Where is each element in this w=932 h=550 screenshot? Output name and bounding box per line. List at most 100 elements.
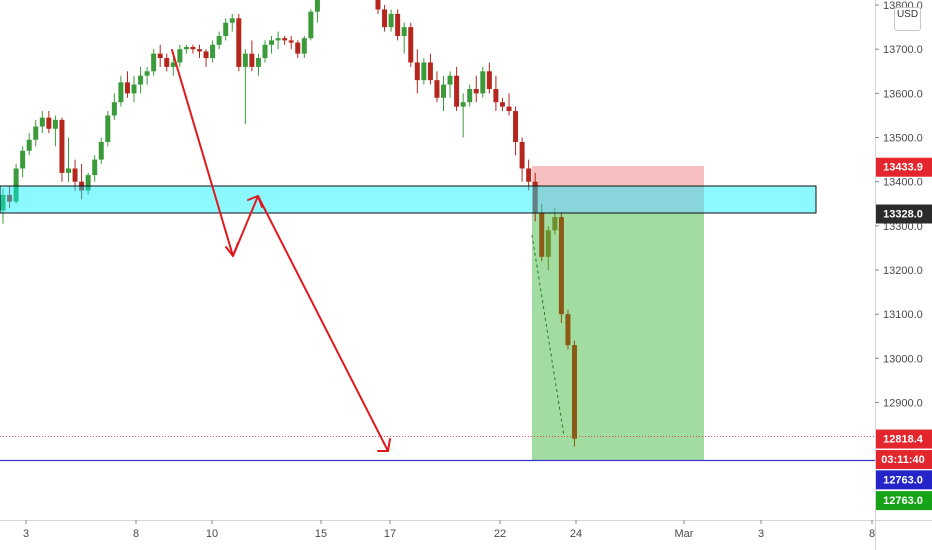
candle [20, 146, 26, 178]
candle [301, 35, 307, 59]
candle [467, 84, 473, 107]
candle-body [558, 217, 564, 315]
price-tag-label: 12818.4 [883, 434, 924, 446]
candle-body [124, 82, 130, 94]
candle [519, 137, 525, 182]
candle-body [454, 75, 460, 107]
candle-body [197, 49, 202, 52]
x-tick-label: Mar [675, 528, 694, 540]
candle-body [408, 27, 414, 63]
candle [414, 49, 420, 94]
candle-body [242, 53, 248, 67]
candle [138, 66, 144, 94]
candle [434, 71, 440, 103]
candle [7, 186, 13, 209]
position-tool[interactable] [532, 166, 704, 460]
candle-body [229, 18, 235, 23]
candle-body [0, 194, 6, 211]
price-tag-label: 13433.9 [883, 162, 923, 174]
price-tag-bg [876, 491, 932, 511]
candle [454, 66, 460, 112]
stop-loss-zone[interactable] [532, 166, 704, 213]
candle-body [7, 194, 13, 202]
arrowhead-3 [377, 438, 391, 452]
price-tag: 12763.0 [876, 470, 932, 490]
candle [52, 115, 58, 147]
y-tick-label: 13000.0 [883, 353, 923, 365]
candle [382, 5, 388, 32]
candle-body [111, 102, 117, 116]
candle-body [526, 168, 532, 182]
candle [269, 35, 275, 54]
candle [242, 49, 248, 125]
candle-body [552, 217, 558, 231]
candle-body [151, 53, 157, 72]
candle [190, 44, 196, 54]
candle [255, 53, 261, 76]
candle-body [26, 139, 32, 151]
currency-label[interactable]: USD [894, 7, 921, 31]
candle [314, 0, 320, 23]
candle-body [98, 141, 104, 160]
candle-body [177, 49, 183, 63]
candle-body [223, 22, 229, 36]
candle-body [13, 168, 19, 202]
candle [447, 71, 453, 98]
candle [288, 35, 294, 50]
candle-body [105, 115, 111, 142]
price-tag-bg [876, 204, 932, 224]
candle [118, 75, 124, 107]
price-tag: 12818.4 [876, 429, 932, 449]
candle-body [572, 345, 577, 439]
candle [275, 31, 281, 50]
candle [164, 53, 170, 72]
candle [177, 44, 183, 67]
y-tick-label: 13200.0 [883, 265, 923, 277]
candle-body [519, 141, 525, 169]
candle-body [427, 62, 433, 81]
candle-body [52, 119, 58, 129]
candle [59, 117, 65, 182]
candle-body [441, 84, 446, 98]
y-tick-label: 13300.0 [883, 221, 923, 233]
price-tag: 03:11:40 [876, 450, 932, 470]
price-tag-bg [876, 450, 932, 470]
candle-body [282, 38, 288, 41]
candle [526, 159, 532, 191]
candle-body [138, 75, 144, 85]
candle-body [486, 71, 492, 89]
candle-body [236, 18, 242, 67]
candle [375, 0, 381, 14]
candle [486, 62, 492, 94]
candle-body [20, 150, 26, 169]
price-tags: 13433.9 13328.0 12818.4 03:11:40 12763.0 1276… [876, 157, 932, 511]
candle-body [164, 58, 170, 67]
x-tick-label: 8 [133, 528, 139, 540]
candle [401, 22, 407, 54]
x-tick-label: 15 [315, 528, 327, 540]
candle-body [395, 13, 401, 36]
x-tick-label: 3 [23, 528, 29, 540]
x-tick-label: 3 [758, 528, 764, 540]
y-tick-label: 13500.0 [883, 133, 923, 145]
candle [26, 133, 32, 156]
candle [131, 75, 137, 103]
candle [506, 93, 512, 116]
candle-body [85, 175, 91, 191]
candle [460, 93, 466, 138]
candle [388, 9, 394, 32]
candle [144, 66, 150, 85]
support-zone-box[interactable] [0, 185, 817, 214]
y-tick-label: 13600.0 [883, 88, 923, 100]
take-profit-zone[interactable] [532, 213, 704, 460]
arrowhead-2 [247, 195, 263, 208]
candle-body [506, 106, 512, 112]
candle [493, 75, 499, 112]
candle-body [308, 11, 314, 39]
projection-arrows[interactable] [171, 49, 391, 452]
x-tick-label: 22 [494, 528, 506, 540]
candle [282, 35, 288, 45]
candle [170, 58, 176, 76]
candle-body [118, 82, 124, 103]
